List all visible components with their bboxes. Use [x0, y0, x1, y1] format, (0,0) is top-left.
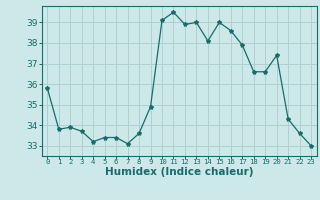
- X-axis label: Humidex (Indice chaleur): Humidex (Indice chaleur): [105, 167, 253, 177]
